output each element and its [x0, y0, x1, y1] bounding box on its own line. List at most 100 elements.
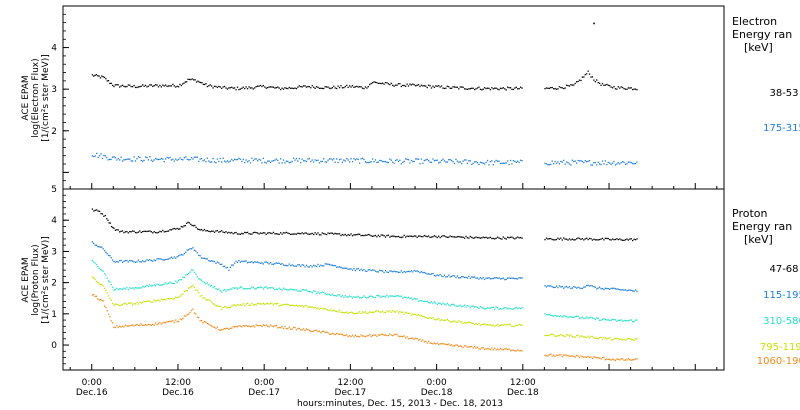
- proton-ylabel-line-3: [1/(cm²s ster MeV)]: [41, 236, 51, 323]
- data-point: [271, 286, 273, 289]
- data-point: [614, 288, 617, 290]
- data-point: [248, 288, 250, 290]
- data-point: [459, 236, 461, 238]
- data-point: [114, 261, 117, 263]
- data-point: [417, 339, 420, 341]
- data-point: [551, 238, 553, 241]
- data-point: [341, 87, 344, 89]
- data-point: [443, 274, 446, 276]
- data-point: [577, 334, 579, 336]
- data-point: [486, 277, 489, 279]
- data-point: [495, 277, 497, 279]
- data-point: [412, 160, 414, 163]
- data-point: [242, 260, 244, 263]
- data-point: [211, 85, 213, 87]
- data-point: [519, 277, 522, 279]
- data-point: [222, 328, 224, 330]
- data-point: [245, 159, 247, 161]
- data-point: [236, 325, 239, 328]
- data-point: [611, 339, 614, 341]
- data-point: [617, 319, 619, 322]
- data-point: [573, 160, 575, 163]
- data-point: [213, 326, 216, 328]
- data-point: [181, 83, 184, 85]
- data-point: [443, 235, 446, 237]
- data-point: [479, 305, 482, 308]
- data-point: [601, 356, 604, 359]
- data-point: [571, 238, 573, 240]
- data-point: [623, 289, 625, 291]
- proton-ylabel-line-2: log(Proton Flux): [31, 244, 41, 315]
- data-point: [455, 236, 457, 238]
- data-point: [149, 300, 151, 303]
- data-point: [209, 285, 211, 287]
- data-point: [140, 287, 142, 289]
- data-point: [439, 161, 441, 163]
- data-point: [170, 159, 173, 161]
- data-point: [140, 231, 142, 234]
- data-point: [133, 230, 135, 232]
- data-point: [310, 330, 312, 332]
- electron-ylabel-line-3: [1/(cm²s ster MeV)]: [41, 54, 51, 141]
- data-point: [499, 278, 502, 280]
- data-point: [392, 235, 394, 237]
- data-point: [307, 85, 309, 88]
- data-point: [274, 233, 276, 235]
- data-point: [593, 162, 595, 164]
- data-point: [162, 299, 164, 301]
- data-point: [330, 264, 332, 266]
- data-point: [123, 326, 125, 328]
- data-point: [435, 235, 437, 238]
- data-point: [626, 238, 628, 240]
- data-point: [478, 163, 480, 166]
- data-point: [324, 263, 326, 265]
- x-axis-label: hours:minutes, Dec. 15, 2013 - Dec. 18, …: [297, 399, 503, 409]
- data-point: [392, 271, 394, 273]
- data-point: [627, 239, 630, 241]
- data-point: [281, 262, 283, 265]
- data-point: [449, 321, 451, 323]
- data-point: [366, 270, 368, 273]
- data-point: [147, 159, 150, 161]
- data-point: [588, 237, 591, 240]
- data-point: [545, 163, 548, 165]
- data-point: [277, 327, 279, 329]
- data-point: [399, 271, 401, 274]
- data-point: [627, 358, 630, 360]
- data-point: [179, 83, 181, 86]
- data-point: [630, 238, 632, 240]
- data-point: [407, 235, 410, 238]
- data-point: [109, 297, 111, 299]
- data-point: [413, 297, 415, 300]
- data-point: [91, 259, 94, 262]
- data-point: [127, 288, 129, 291]
- data-point: [331, 310, 334, 312]
- data-point: [400, 85, 402, 88]
- data-point: [300, 162, 302, 164]
- data-point: [453, 162, 456, 165]
- data-point: [137, 231, 140, 233]
- data-point: [292, 265, 295, 267]
- data-point: [285, 231, 288, 234]
- data-point: [376, 271, 378, 273]
- data-point: [302, 264, 305, 266]
- data-point: [449, 305, 451, 307]
- data-point: [183, 252, 186, 255]
- x-tick-time-label: 12:00: [337, 378, 363, 388]
- data-point: [600, 319, 602, 321]
- data-point: [162, 284, 164, 286]
- data-point: [95, 244, 98, 246]
- x-tick-time-label: 12:00: [165, 378, 191, 388]
- y-tick-label: 5: [51, 185, 57, 195]
- data-point: [591, 357, 594, 360]
- data-point: [489, 236, 492, 239]
- data-point: [301, 264, 303, 266]
- data-point: [123, 85, 125, 88]
- data-point: [577, 355, 579, 357]
- data-point: [323, 265, 325, 267]
- data-point: [555, 354, 558, 356]
- data-point: [471, 236, 473, 239]
- data-point: [146, 157, 148, 159]
- data-point: [620, 161, 622, 164]
- data-point: [396, 271, 398, 273]
